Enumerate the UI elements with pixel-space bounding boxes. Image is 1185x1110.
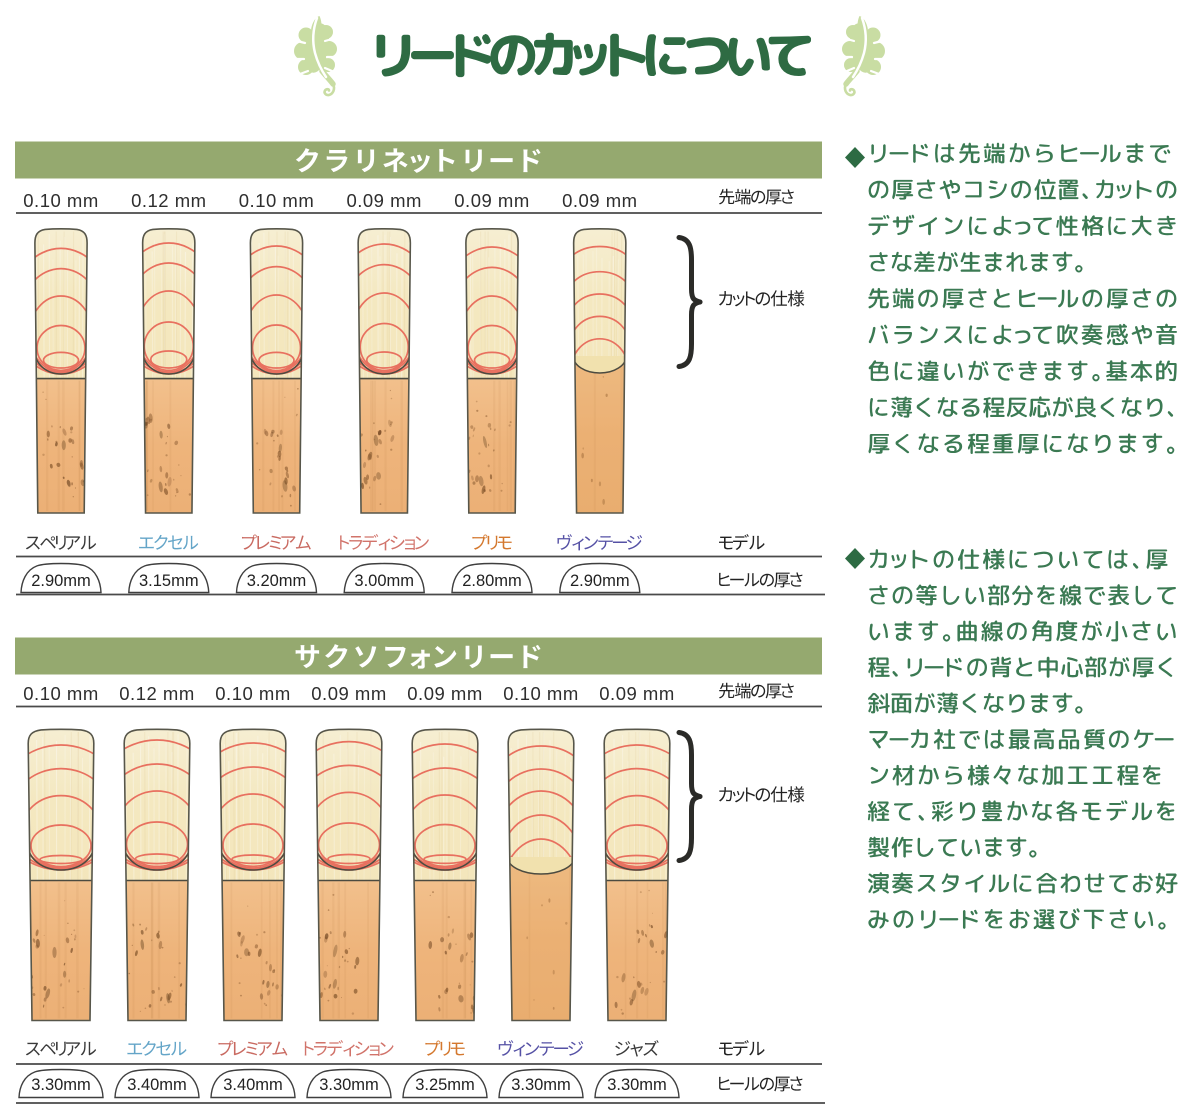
svg-text:3.30mm: 3.30mm	[607, 1076, 667, 1094]
svg-text:3.30mm: 3.30mm	[31, 1076, 91, 1094]
svg-text:3.30mm: 3.30mm	[319, 1076, 379, 1094]
svg-text:0.10 mm: 0.10 mm	[215, 683, 290, 704]
svg-text:0.12 mm: 0.12 mm	[119, 683, 194, 704]
svg-text:2.80mm: 2.80mm	[462, 572, 522, 590]
svg-text:0.09 mm: 0.09 mm	[599, 683, 674, 704]
svg-text:3.00mm: 3.00mm	[354, 572, 414, 590]
svg-text:0.09 mm: 0.09 mm	[562, 190, 637, 211]
svg-text:3.30mm: 3.30mm	[511, 1076, 571, 1094]
svg-text:3.15mm: 3.15mm	[139, 572, 199, 590]
svg-text:0.09 mm: 0.09 mm	[346, 190, 421, 211]
svg-text:0.09 mm: 0.09 mm	[454, 190, 529, 211]
svg-text:0.09 mm: 0.09 mm	[407, 683, 482, 704]
svg-text:3.40mm: 3.40mm	[223, 1076, 283, 1094]
svg-text:2.90mm: 2.90mm	[570, 572, 630, 590]
svg-text:2.90mm: 2.90mm	[31, 572, 91, 590]
svg-text:0.10 mm: 0.10 mm	[23, 190, 98, 211]
svg-text:0.12 mm: 0.12 mm	[131, 190, 206, 211]
svg-text:0.10 mm: 0.10 mm	[23, 683, 98, 704]
svg-text:0.09 mm: 0.09 mm	[311, 683, 386, 704]
svg-text:3.40mm: 3.40mm	[127, 1076, 187, 1094]
svg-text:0.10 mm: 0.10 mm	[503, 683, 578, 704]
svg-text:3.25mm: 3.25mm	[415, 1076, 475, 1094]
svg-text:0.10 mm: 0.10 mm	[239, 190, 314, 211]
svg-text:3.20mm: 3.20mm	[247, 572, 307, 590]
